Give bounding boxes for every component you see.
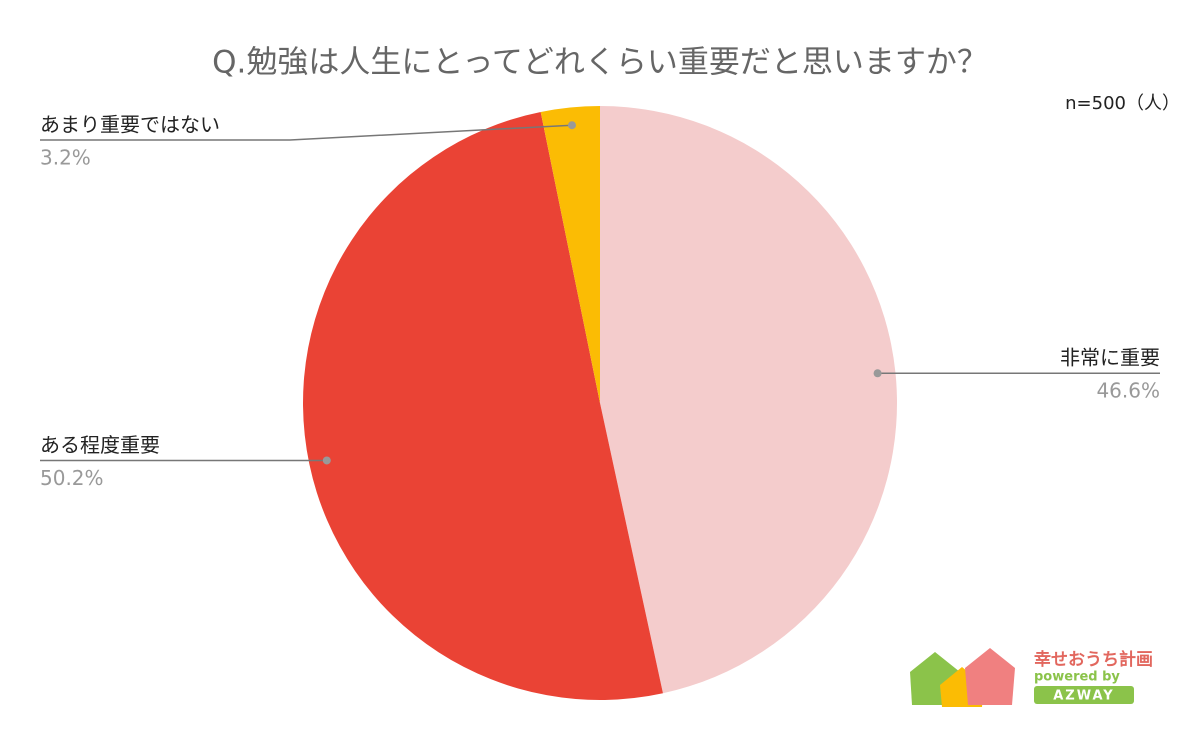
leader-dot [873,369,882,378]
logo-badge [1034,686,1134,704]
logo: 幸せおうち計画 powered by AZWAY [910,648,1153,707]
slice-value-label: 50.2% [40,466,104,490]
logo-name: 幸せおうち計画 [1034,649,1153,670]
slice-label: 非常に重要 [1060,346,1160,370]
slice-value-label: 46.6% [1096,379,1160,403]
logo-brand: AZWAY [1053,689,1114,704]
sample-note: n=500（人） [1065,93,1180,114]
leader-dot [322,456,331,465]
leader-dot [567,121,576,130]
pie-slice [600,106,898,694]
pie-slice [540,106,600,403]
slice-label: あまり重要ではない [40,113,220,137]
leader-line [40,124,573,141]
slice-label: ある程度重要 [40,433,160,457]
logo-powered: powered by [1034,670,1120,685]
pie-slice [303,111,663,700]
logo-house [965,648,1015,705]
chart-title: Q.勉強は人生にとってどれくらい重要だと思いますか？ [212,45,988,81]
slice-value-label: 3.2% [40,146,91,170]
